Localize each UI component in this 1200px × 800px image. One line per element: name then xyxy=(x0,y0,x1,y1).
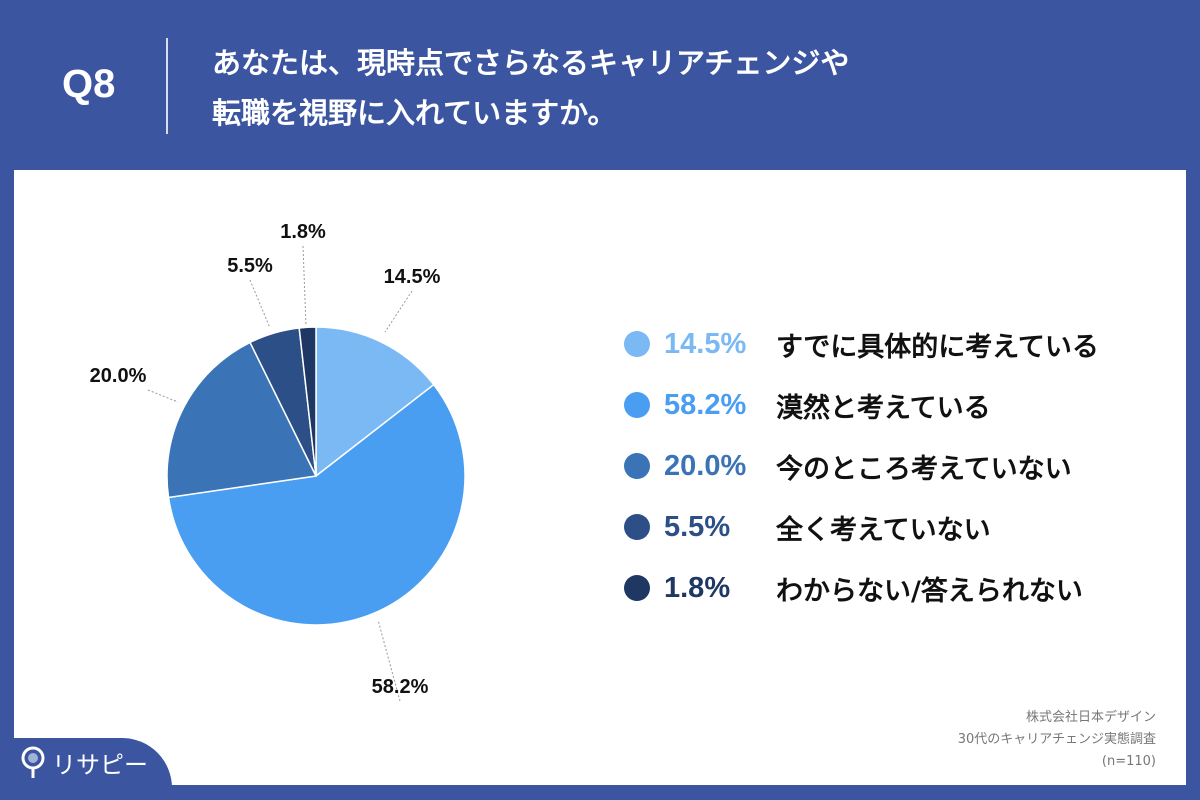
logo-text: リサピー xyxy=(52,751,148,779)
legend-value: 5.5% xyxy=(664,510,731,543)
data-label: 1.8% xyxy=(280,221,326,243)
legend-item: 20.0% 今のところ考えていない xyxy=(624,446,1072,486)
source-survey: 30代のキャリアチェンジ実態調査 xyxy=(957,732,1156,747)
question-number: Q8 xyxy=(62,62,116,106)
legend-dot-icon xyxy=(624,514,650,540)
data-label: 5.5% xyxy=(227,255,273,277)
pie-slice xyxy=(166,341,318,499)
legend-label: 漠然と考えている xyxy=(776,392,991,424)
data-label: 14.5% xyxy=(384,266,441,288)
title-line-1: あなたは、現時点でさらなるキャリアチェンジや xyxy=(212,46,850,80)
legend-label: わからない/答えられない xyxy=(776,575,1083,607)
legend-item: 5.5% 全く考えていない xyxy=(624,507,991,547)
title-line-2: 転職を視野に入れていますか。 xyxy=(212,96,617,130)
data-label: 20.0% xyxy=(90,365,147,387)
legend-item: 14.5% すでに具体的に考えている xyxy=(624,324,1099,364)
data-label: 58.2% xyxy=(372,676,429,698)
source-sample: (n=110) xyxy=(1101,754,1156,769)
legend-dot-icon xyxy=(624,453,650,479)
legend-dot-icon xyxy=(624,392,650,418)
source-note: 株式会社日本デザイン 30代のキャリアチェンジ実態調査 (n=110) xyxy=(958,707,1156,773)
legend-item: 58.2% 漠然と考えている xyxy=(624,385,991,425)
leader-line xyxy=(147,389,179,403)
leader-line xyxy=(384,290,413,333)
question-title: あなたは、現時点でさらなるキャリアチェンジや 転職を視野に入れていますか。 xyxy=(212,38,849,138)
pie-slice xyxy=(167,383,466,626)
legend-label: 今のところ考えていない xyxy=(776,453,1072,485)
legend-label: 全く考えていない xyxy=(776,514,991,546)
pie-slice xyxy=(315,326,435,478)
legend-dot-icon xyxy=(624,331,650,357)
pin-icon xyxy=(21,746,45,778)
leader-line xyxy=(249,279,271,329)
legend-value: 1.8% xyxy=(664,571,731,604)
divider xyxy=(166,38,168,134)
legend-label: すでに具体的に考えている xyxy=(776,331,1099,363)
legend-value: 20.0% xyxy=(664,449,747,482)
legend-item: 1.8% わからない/答えられない xyxy=(624,568,1083,608)
source-company: 株式会社日本デザイン xyxy=(1025,710,1156,725)
legend-dot-icon xyxy=(624,575,650,601)
leader-line xyxy=(302,245,307,327)
legend-value: 58.2% xyxy=(664,388,747,421)
legend-value: 14.5% xyxy=(664,327,747,360)
pie-slice xyxy=(298,326,317,477)
logo: リサピー xyxy=(20,745,148,780)
leader-line xyxy=(377,619,401,702)
